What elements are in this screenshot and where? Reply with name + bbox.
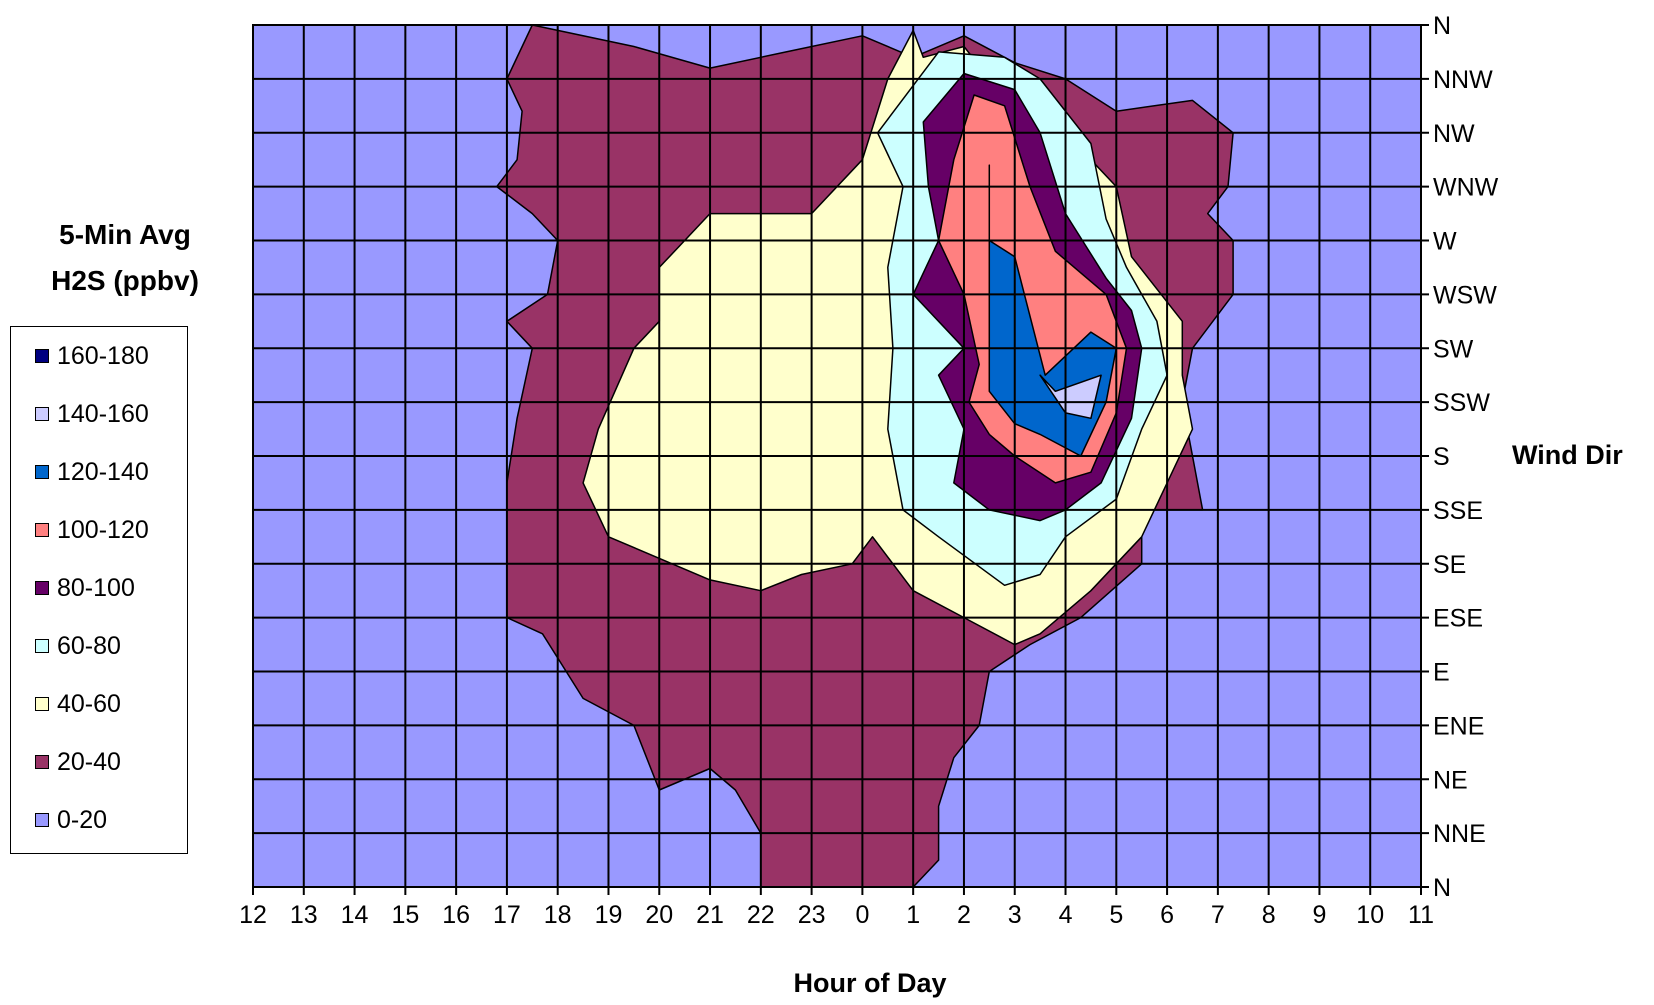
x-tick-label: 9 (1312, 901, 1326, 929)
legend-item-60-80: 60-80 (35, 631, 121, 661)
y-tick-label: NNE (1433, 820, 1486, 848)
y-tick-label: NE (1433, 766, 1468, 794)
legend-swatch (35, 349, 49, 363)
legend-label: 140-160 (57, 399, 149, 428)
legend-item-0-20: 0-20 (35, 805, 107, 835)
legend-title-line-1: 5-Min Avg (59, 219, 191, 250)
legend-swatch (35, 581, 49, 595)
x-tick-label: 23 (798, 901, 826, 929)
y-tick-label: N (1433, 12, 1451, 40)
x-tick-label: 2 (957, 901, 971, 929)
x-tick-label: 15 (391, 901, 419, 929)
y-tick-label: SW (1433, 335, 1474, 363)
x-tick-label: 5 (1109, 901, 1123, 929)
legend-label: 80-100 (57, 573, 135, 602)
legend-item-40-60: 40-60 (35, 689, 121, 719)
y-tick-label: N (1433, 874, 1451, 902)
x-tick-label: 4 (1059, 901, 1073, 929)
legend-item-160-180: 160-180 (35, 341, 149, 371)
legend-item-100-120: 100-120 (35, 515, 149, 545)
y-tick-label: WNW (1433, 174, 1499, 202)
x-tick-label: 8 (1262, 901, 1276, 929)
y-tick-label: SE (1433, 551, 1466, 579)
y-tick-label: NW (1433, 120, 1475, 148)
y-tick-label: S (1433, 443, 1450, 471)
x-tick-label: 13 (290, 901, 318, 929)
legend-swatch (35, 523, 49, 537)
legend-label: 0-20 (57, 805, 108, 834)
legend-swatch (35, 407, 49, 421)
y-tick-label: W (1433, 228, 1457, 256)
legend-item-80-100: 80-100 (35, 573, 135, 603)
y-tick-label: E (1433, 659, 1450, 687)
legend-label: 100-120 (57, 515, 149, 544)
x-tick-label: 0 (855, 901, 869, 929)
legend-title: 5-Min Avg H2S (ppbv) (10, 212, 240, 304)
y-axis-title: Wind Dir (1512, 440, 1623, 470)
x-tick-label: 6 (1160, 901, 1174, 929)
x-tick-label: 16 (442, 901, 470, 929)
x-tick-label: 1 (906, 901, 920, 929)
legend-swatch (35, 639, 49, 653)
x-tick-label: 14 (341, 901, 369, 929)
x-tick-label: 20 (645, 901, 673, 929)
legend: 160-180 140-160 120-140 100-120 80-100 60-80 4… (10, 326, 188, 854)
legend-swatch (35, 697, 49, 711)
y-tick-label: SSW (1433, 389, 1490, 417)
y-tick-label: SSE (1433, 497, 1483, 525)
y-tick-label: WSW (1433, 281, 1497, 309)
legend-swatch (35, 813, 49, 827)
x-tick-label: 22 (747, 901, 775, 929)
x-tick-label: 10 (1356, 901, 1384, 929)
legend-item-120-140: 120-140 (35, 457, 149, 487)
x-tick-label: 3 (1008, 901, 1022, 929)
x-tick-label: 21 (696, 901, 724, 929)
legend-title-line-2: H2S (ppbv) (51, 265, 199, 296)
legend-label: 160-180 (57, 341, 149, 370)
y-tick-label: ENE (1433, 712, 1484, 740)
x-axis-title: Hour of Day (793, 968, 947, 998)
x-tick-label: 7 (1211, 901, 1225, 929)
x-tick-label: 18 (544, 901, 572, 929)
y-tick-label: ESE (1433, 605, 1483, 633)
y-tick-label: NNW (1433, 66, 1493, 94)
x-axis-ticks: 12 13 14 15 16 17 18 19 20 21 22 23 0 1 2 3 4 5 6 7 8 9 10 11 (239, 887, 1434, 929)
legend-item-140-160: 140-160 (35, 399, 149, 429)
legend-item-20-40: 20-40 (35, 747, 121, 777)
legend-label: 120-140 (57, 457, 149, 486)
x-tick-label: 12 (239, 901, 267, 929)
x-tick-label: 19 (595, 901, 623, 929)
legend-label: 20-40 (57, 747, 121, 776)
legend-swatch (35, 755, 49, 769)
legend-swatch (35, 465, 49, 479)
y-axis-ticks: N NNW NW WNW W WSW SW SSW S SSE SE ESE E ENE NE NNE N (1421, 12, 1499, 902)
region-140-160 (1039, 374, 1102, 420)
x-tick-label: 11 (1408, 901, 1434, 929)
legend-label: 40-60 (57, 689, 121, 718)
x-tick-label: 17 (493, 901, 521, 929)
legend-label: 60-80 (57, 631, 121, 660)
